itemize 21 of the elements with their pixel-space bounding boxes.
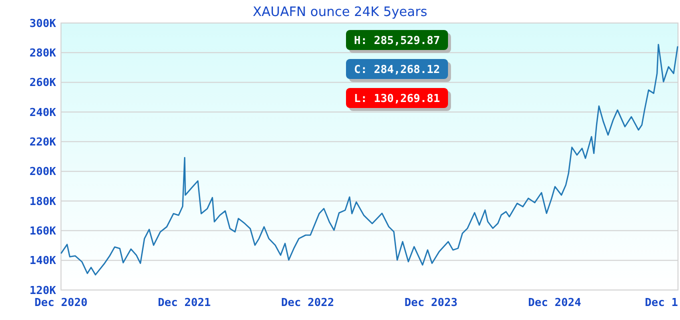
- y-tick-label: 220K: [30, 136, 56, 149]
- x-tick-label: Dec 2021: [158, 296, 212, 309]
- y-tick-label: 200K: [30, 165, 56, 178]
- annotation: C: 284,268.12: [354, 62, 440, 76]
- y-tick-label: 160K: [30, 224, 56, 238]
- y-tick-label: 180K: [30, 194, 56, 208]
- line-series: [60, 44, 678, 276]
- y-tick-label: 280K: [30, 46, 56, 60]
- y-tick-label: 260K: [30, 76, 56, 90]
- x-tick-label: Dec 1: [644, 296, 678, 309]
- annotation: L: 130,269.81: [354, 92, 440, 105]
- y-tick-label: 140K: [30, 254, 56, 268]
- y-tick-label: 240K: [30, 106, 56, 119]
- annotation: H: 285,529.87: [354, 34, 440, 47]
- x-tick-label: Dec 2022: [281, 296, 334, 309]
- x-tick-label: Dec 2024: [528, 296, 582, 309]
- chart-title: XAUAFN ounce 24K 5years: [252, 5, 428, 20]
- x-tick-label: Dec 2020: [34, 296, 88, 309]
- y-tick-label: 120K: [30, 284, 56, 297]
- y-tick-label: 300K: [30, 16, 56, 30]
- x-tick-label: Dec 2023: [404, 296, 458, 309]
